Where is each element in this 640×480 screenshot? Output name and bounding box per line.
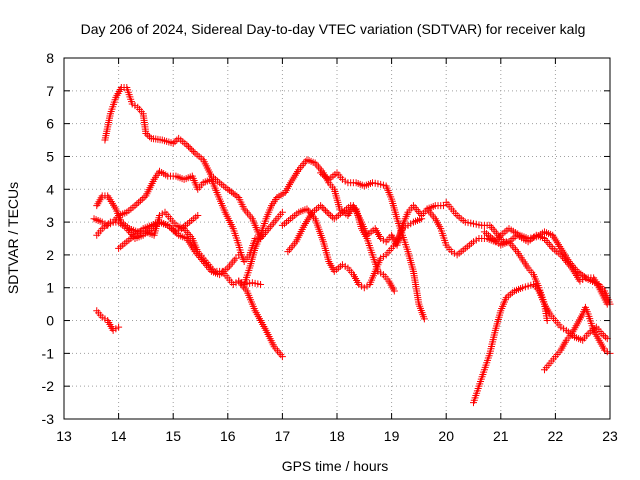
data-point <box>317 202 325 210</box>
data-point <box>543 317 551 325</box>
y-tick-label: 0 <box>46 313 54 329</box>
x-tick-label: 16 <box>220 428 236 444</box>
data-point <box>189 148 197 156</box>
y-tick-label: -2 <box>42 378 55 394</box>
x-tick-label: 22 <box>548 428 564 444</box>
x-tick-label: 17 <box>275 428 291 444</box>
data-point <box>235 251 243 259</box>
y-tick-label: 4 <box>46 181 54 197</box>
data-point <box>579 271 587 279</box>
data-point <box>140 193 148 201</box>
chart-title: Day 206 of 2024, Sidereal Day-to-day VTE… <box>81 21 586 37</box>
data-point <box>169 226 177 234</box>
data-point <box>183 141 191 149</box>
data-point <box>278 208 286 216</box>
data-point <box>325 210 333 218</box>
y-tick-label: 2 <box>46 247 54 263</box>
x-tick-label: 20 <box>438 428 454 444</box>
y-tick-label: -1 <box>42 345 55 361</box>
y-tick-label: 1 <box>46 280 54 296</box>
x-axis-label: GPS time / hours <box>282 458 389 474</box>
data-point <box>173 230 181 238</box>
x-tick-label: 23 <box>602 428 618 444</box>
data-point <box>577 270 585 278</box>
data-point <box>327 212 335 220</box>
data-point <box>233 192 241 200</box>
data-point <box>144 131 152 139</box>
x-tick-label: 13 <box>56 428 72 444</box>
data-point <box>171 228 179 236</box>
data-point <box>164 221 172 229</box>
data-point <box>575 269 583 277</box>
data-point <box>278 353 286 361</box>
y-tick-label: -3 <box>42 411 55 427</box>
data-point <box>224 185 232 193</box>
data-point <box>194 212 202 220</box>
data-point <box>257 280 265 288</box>
y-tick-label: 3 <box>46 214 54 230</box>
data-point <box>131 202 139 210</box>
data-point <box>138 195 146 203</box>
data-point <box>135 198 143 206</box>
plot-border <box>63 57 611 420</box>
data-point <box>320 205 328 213</box>
x-tick-label: 15 <box>165 428 181 444</box>
y-tick-label: 5 <box>46 148 54 164</box>
data-point <box>167 225 175 233</box>
data-point <box>229 189 237 197</box>
data-point <box>227 188 235 196</box>
data-point <box>600 331 608 339</box>
data-point <box>186 144 194 152</box>
data-point <box>581 273 589 281</box>
data-point <box>323 208 331 216</box>
data-point <box>146 133 154 141</box>
data-point <box>169 139 177 147</box>
data-point <box>418 215 426 223</box>
y-axis-label: SDTVAR / TECUs <box>5 182 21 294</box>
data-point <box>133 200 141 208</box>
data-point <box>184 143 192 151</box>
data-point <box>171 138 179 146</box>
data-point <box>322 207 330 215</box>
x-tick-label: 19 <box>384 428 400 444</box>
data-point <box>318 203 326 211</box>
data-point <box>573 267 581 275</box>
y-tick-label: 8 <box>46 50 54 66</box>
x-tick-label: 18 <box>329 428 345 444</box>
data-marks <box>90 84 614 407</box>
y-tick-label: 6 <box>46 116 54 132</box>
x-tick-label: 14 <box>111 428 127 444</box>
data-point <box>136 197 144 205</box>
x-tick-label: 21 <box>493 428 509 444</box>
data-point <box>582 274 590 282</box>
data-point <box>420 315 428 323</box>
data-point <box>601 333 609 341</box>
data-point <box>390 287 398 295</box>
data-point <box>226 187 234 195</box>
data-point <box>231 191 239 199</box>
data-point <box>115 323 123 331</box>
data-point <box>188 146 196 154</box>
data-point <box>166 223 174 231</box>
y-tick-label: 7 <box>46 83 54 99</box>
data-point <box>598 330 606 338</box>
data-point <box>142 129 150 137</box>
